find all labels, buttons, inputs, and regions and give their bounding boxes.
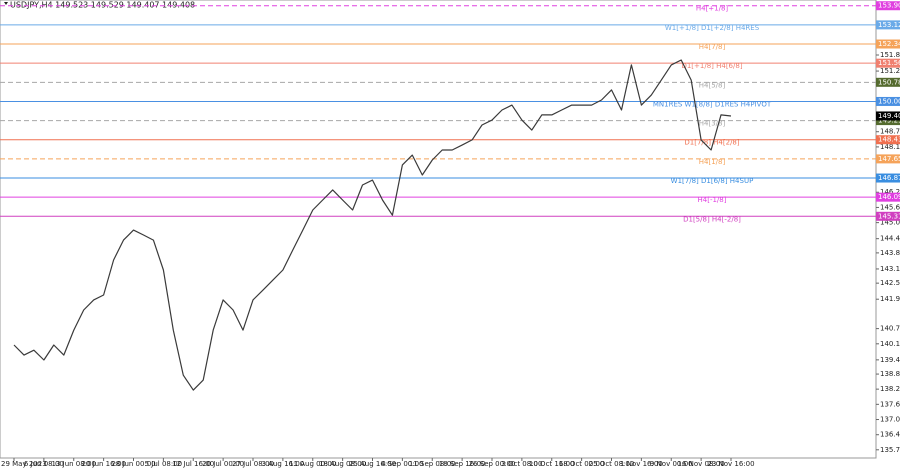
y-tick-label: 140.110 bbox=[880, 340, 900, 348]
level-price-box bbox=[876, 116, 900, 126]
x-tick-label: 6 Jun 08:00 bbox=[24, 460, 64, 468]
level-price-box bbox=[876, 58, 900, 68]
x-tick-label: 18 Aug 08:00 bbox=[319, 460, 366, 468]
level-price: 146.875 bbox=[878, 174, 900, 182]
x-tick-label: 3 Aug 16:00 bbox=[262, 460, 305, 468]
level-price-box bbox=[876, 135, 900, 145]
y-tick-label: 142.585 bbox=[880, 279, 900, 287]
title-arrow bbox=[4, 2, 8, 5]
x-tick-label: 20 Jun 16:00 bbox=[81, 460, 125, 468]
y-tick-label: 144.400 bbox=[880, 235, 900, 243]
x-tick-label: 12 Jul 16:00 bbox=[172, 460, 214, 468]
level-price-box bbox=[876, 39, 900, 49]
x-tick-label: 20 Jul 00:00 bbox=[202, 460, 244, 468]
x-tick-label: 29 May 2023 bbox=[1, 460, 47, 468]
x-tick-label: 18 Oct 00:00 bbox=[559, 460, 605, 468]
level-label: H4[5/8] bbox=[699, 81, 726, 89]
y-tick-label: 148.765 bbox=[880, 128, 900, 136]
level-price: 153.906 bbox=[878, 2, 900, 10]
level-price: 153.125 bbox=[878, 21, 900, 29]
level-label: W1[+1/8] D1[+2/8] H4RES bbox=[665, 24, 760, 32]
x-tick-label: 10 Oct 16:00 bbox=[529, 460, 575, 468]
level-price-box bbox=[876, 211, 900, 221]
y-tick-label: 137.020 bbox=[880, 416, 900, 424]
y-tick-label: 148.145 bbox=[880, 143, 900, 151]
y-tick-label: 151.240 bbox=[880, 67, 900, 75]
level-price: 150.000 bbox=[878, 97, 900, 105]
level-price-box bbox=[876, 20, 900, 30]
level-price-box bbox=[876, 1, 900, 11]
level-price-box bbox=[876, 96, 900, 106]
y-tick-label: 141.930 bbox=[880, 295, 900, 303]
x-tick-label: 9 Nov 00:00 bbox=[650, 460, 693, 468]
level-price-box bbox=[876, 154, 900, 164]
y-tick-label: 137.640 bbox=[880, 400, 900, 408]
x-tick-label: 18 Sep 16:00 bbox=[439, 460, 486, 468]
y-tick-label: 138.260 bbox=[880, 385, 900, 393]
plot-frame bbox=[0, 0, 877, 459]
y-tick-label: 146.295 bbox=[880, 188, 900, 196]
x-tick-label: 11 Sep 08:00 bbox=[409, 460, 456, 468]
x-tick-label: 11 Aug 00:00 bbox=[289, 460, 336, 468]
level-price: 148.438 bbox=[878, 136, 900, 144]
current-price-box bbox=[876, 111, 900, 121]
level-label: H4[3/8] bbox=[699, 120, 726, 128]
y-tick-label: 139.455 bbox=[880, 356, 900, 364]
level-label: W1[7/8] D1[6/8] H4SUP bbox=[671, 177, 754, 185]
x-tick-label: 23 Nov 16:00 bbox=[707, 460, 754, 468]
level-label: H4[-1/8] bbox=[698, 196, 727, 204]
y-tick-label: 138.875 bbox=[880, 370, 900, 378]
chart-title: USDJPY,H4 149.523 149.529 149.407 149.40… bbox=[10, 1, 195, 10]
level-price: 150.781 bbox=[878, 78, 900, 86]
x-tick-label: 16 Nov 08:00 bbox=[678, 460, 725, 468]
y-tick-label: 145.675 bbox=[880, 203, 900, 211]
level-price-box bbox=[876, 77, 900, 87]
x-tick-label: 25 Oct 08:00 bbox=[589, 460, 635, 468]
current-price-label: 149.408 bbox=[878, 112, 900, 120]
x-tick-label: 3 Oct 08:00 bbox=[501, 460, 542, 468]
y-tick-label: 135.785 bbox=[880, 446, 900, 454]
level-label: H4[+1/8] bbox=[696, 5, 729, 13]
price-line bbox=[13, 59, 732, 391]
level-price-box bbox=[876, 192, 900, 202]
level-label: MN1RES W1[8/8] D1RES H4PIVOT bbox=[653, 100, 772, 108]
level-price: 146.094 bbox=[878, 193, 900, 201]
level-price: 147.656 bbox=[878, 155, 900, 163]
level-price-box bbox=[876, 173, 900, 183]
level-label: D1[7/8] H4[2/8] bbox=[684, 139, 740, 147]
x-tick-label: 4 Sep 00:00 bbox=[381, 460, 423, 468]
y-tick-label: 145.055 bbox=[880, 219, 900, 227]
x-tick-label: 13 Jun 08:00 bbox=[52, 460, 96, 468]
x-tick-label: 26 Sep 00:00 bbox=[469, 460, 516, 468]
x-tick-label: 5 Jul 08:00 bbox=[145, 460, 183, 468]
x-tick-label: 27 Jul 08:00 bbox=[232, 460, 274, 468]
level-price: 149.219 bbox=[878, 117, 900, 125]
x-tick-label: 28 Jun 00:00 bbox=[111, 460, 155, 468]
y-tick-label: 143.820 bbox=[880, 249, 900, 257]
level-price: 152.344 bbox=[878, 40, 900, 48]
level-price: 145.313 bbox=[878, 212, 900, 220]
y-tick-label: 151.895 bbox=[880, 51, 900, 59]
level-label: D1[5/8] H4[-2/8] bbox=[683, 215, 741, 223]
y-tick-label: 140.730 bbox=[880, 325, 900, 333]
level-label: D1[+1/8] H4[6/8] bbox=[681, 62, 742, 70]
level-label: H4[1/8] bbox=[699, 158, 726, 166]
y-tick-label: 143.165 bbox=[880, 265, 900, 273]
level-label: H4[7/8] bbox=[699, 43, 726, 51]
x-tick-label: 1 Nov 16:00 bbox=[620, 460, 663, 468]
x-tick-label: 25 Aug 16:00 bbox=[349, 460, 396, 468]
y-tick-label: 136.400 bbox=[880, 431, 900, 439]
level-price: 151.562 bbox=[878, 59, 900, 67]
